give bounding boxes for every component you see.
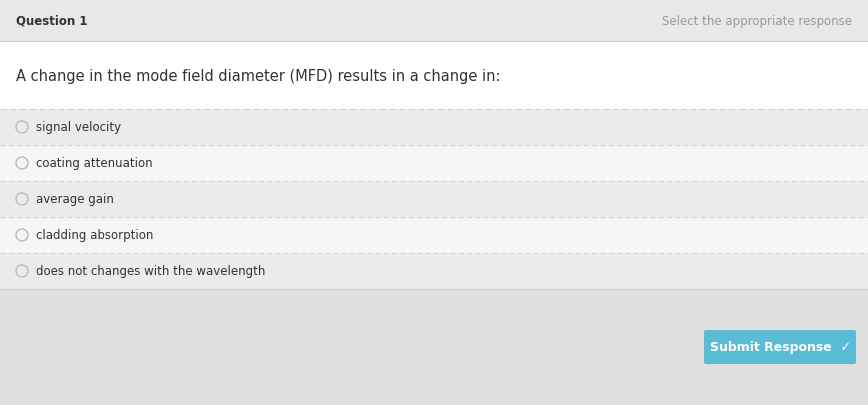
FancyBboxPatch shape — [0, 254, 868, 289]
FancyBboxPatch shape — [0, 110, 868, 146]
FancyBboxPatch shape — [0, 0, 868, 42]
FancyBboxPatch shape — [0, 146, 868, 181]
FancyBboxPatch shape — [0, 42, 868, 110]
Text: signal velocity: signal velocity — [36, 121, 122, 134]
FancyBboxPatch shape — [0, 289, 868, 405]
Text: does not changes with the wavelength: does not changes with the wavelength — [36, 265, 266, 278]
Text: Select the appropriate response: Select the appropriate response — [662, 15, 852, 28]
Text: cladding absorption: cladding absorption — [36, 229, 154, 242]
Text: Submit Response  ✓: Submit Response ✓ — [709, 341, 851, 354]
FancyBboxPatch shape — [0, 181, 868, 217]
Text: A change in the mode field diameter (MFD) results in a change in:: A change in the mode field diameter (MFD… — [16, 68, 501, 83]
Text: Question 1: Question 1 — [16, 15, 88, 28]
Text: average gain: average gain — [36, 193, 114, 206]
FancyBboxPatch shape — [704, 330, 856, 364]
Text: coating attenuation: coating attenuation — [36, 157, 153, 170]
FancyBboxPatch shape — [0, 217, 868, 254]
